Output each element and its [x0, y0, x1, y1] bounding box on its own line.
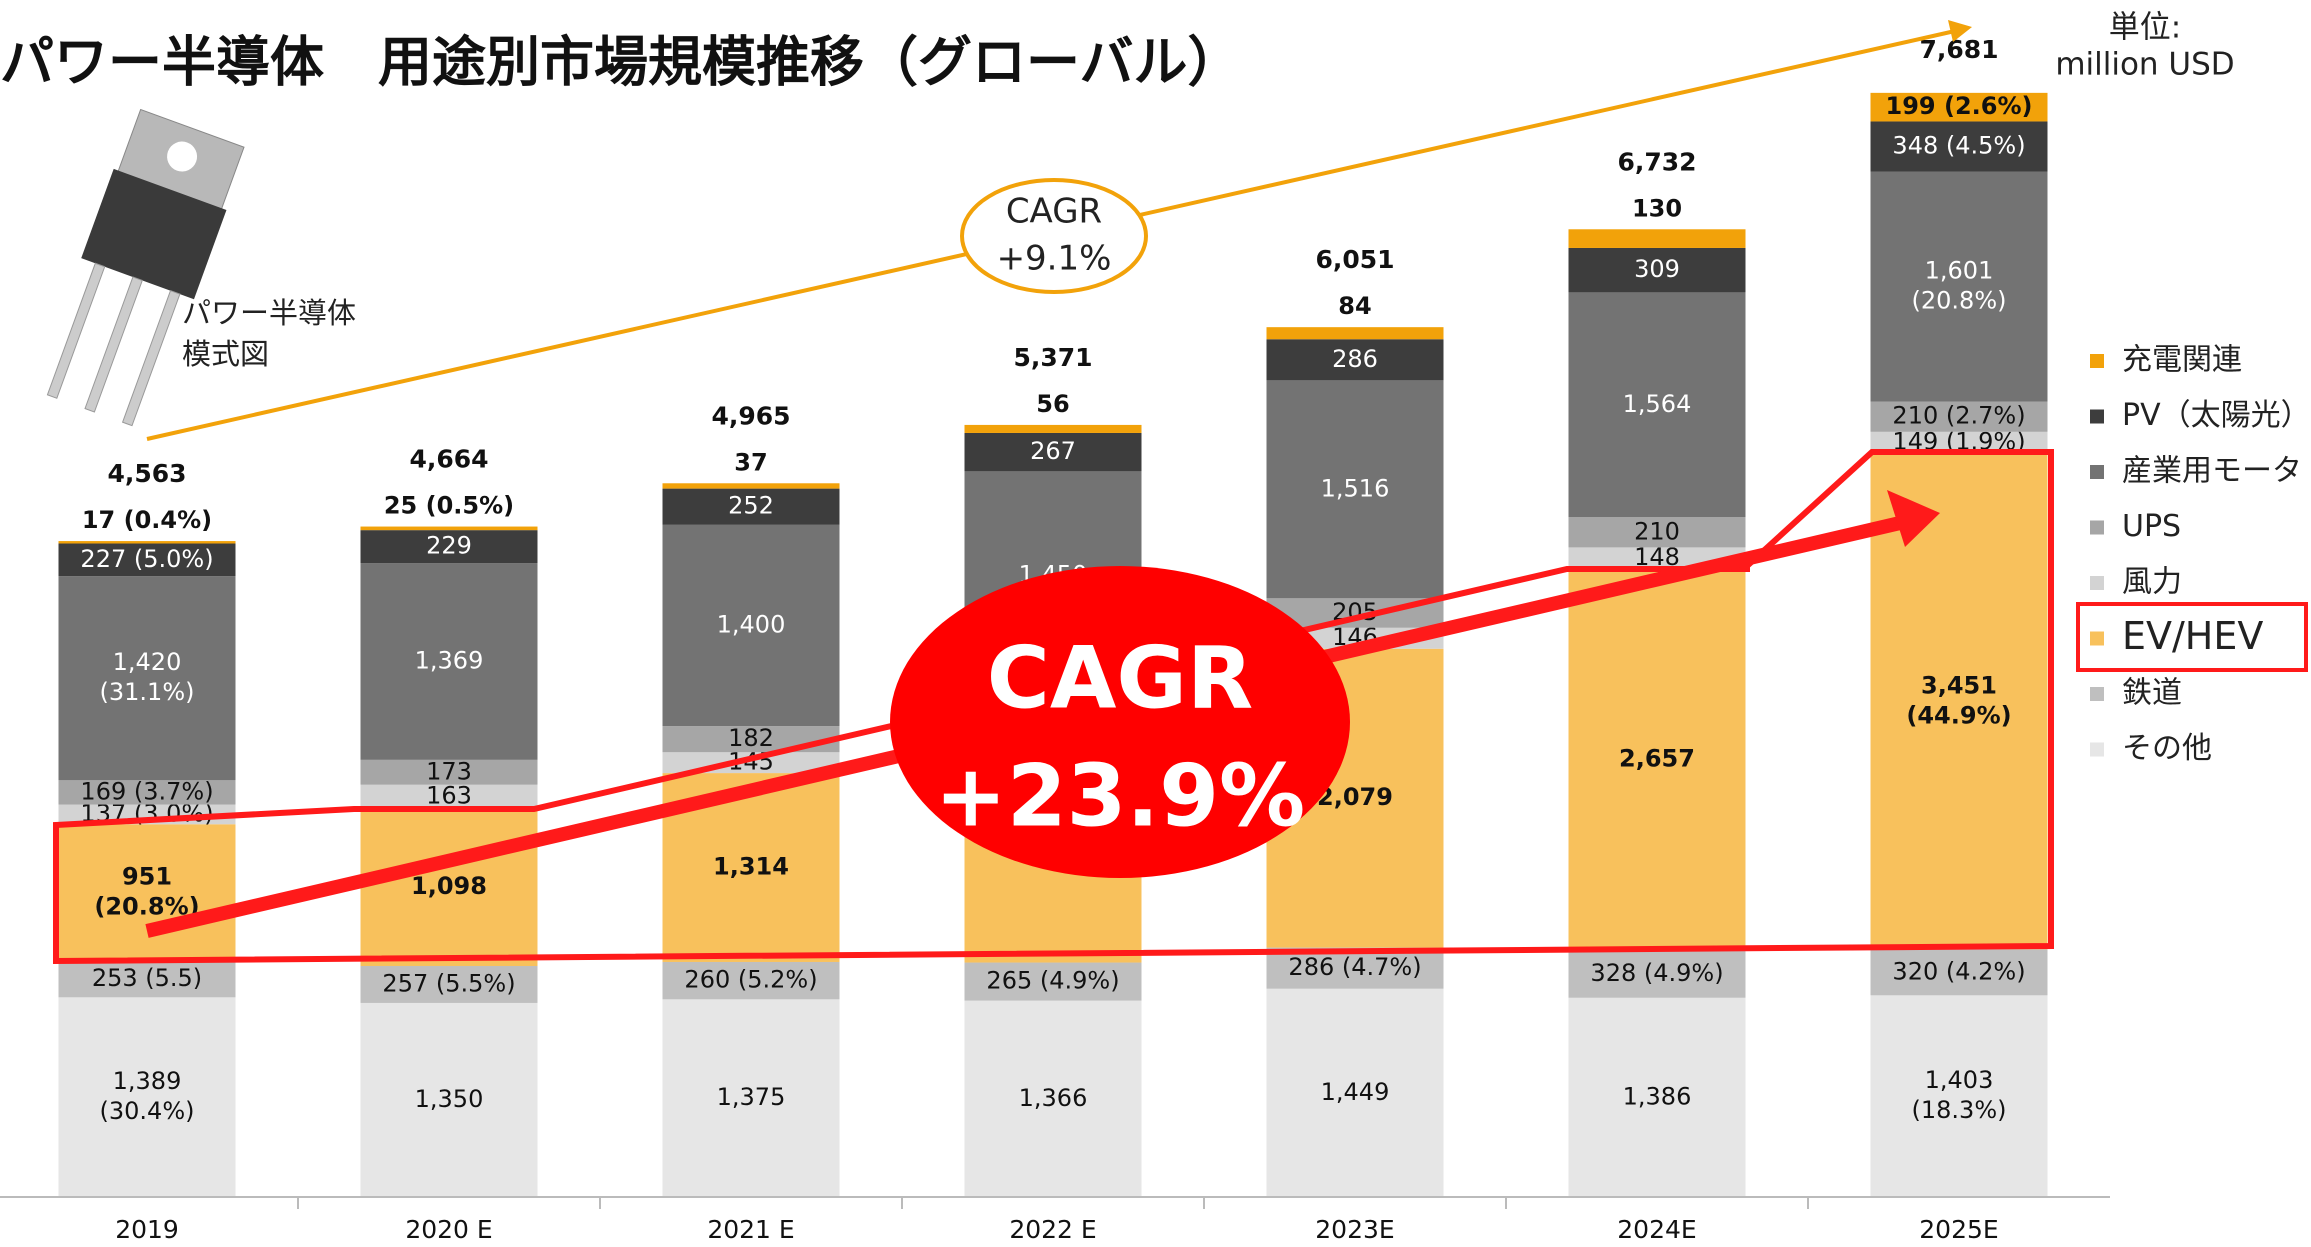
chart: パワー半導体 用途別市場規模推移（グローバル） 単位: million USD …: [0, 0, 2311, 1247]
value-label: 210 (2.7%): [1892, 402, 2025, 430]
legend-swatch: [2090, 576, 2104, 590]
value-label: 182: [728, 724, 774, 752]
value-label: 163: [426, 781, 472, 809]
value-label: 17 (0.4%): [82, 506, 212, 534]
value-label: 257 (5.5%): [382, 969, 515, 997]
bar-segment: [361, 527, 538, 531]
total-label: 6,732: [1617, 147, 1696, 176]
x-tick-label: 2024E: [1617, 1215, 1696, 1244]
value-label: 1,516: [1321, 474, 1390, 502]
bar-segment: [663, 483, 840, 488]
legend-swatch: [2090, 743, 2104, 757]
legend-swatch: [2090, 354, 2104, 368]
cagr-text: +23.9%: [935, 746, 1305, 846]
value-label: 320 (4.2%): [1892, 957, 2025, 985]
value-label: 199 (2.6%): [1886, 92, 2033, 120]
x-tick-label: 2021 E: [707, 1215, 794, 1244]
unit-label: 単位:: [2109, 10, 2181, 46]
value-label: 265 (4.9%): [986, 967, 1119, 995]
value-label: 173: [426, 757, 472, 785]
bar-segment: [1267, 327, 1444, 339]
value-label: 1,366: [1019, 1084, 1088, 1112]
value-label: 229: [426, 532, 472, 560]
value-label: 37: [734, 448, 767, 476]
x-tick-label: 2023E: [1315, 1215, 1394, 1244]
value-label: 253 (5.5): [92, 964, 202, 992]
value-label: 286: [1332, 345, 1378, 373]
legend-label: 産業用モータ: [2122, 454, 2302, 489]
x-tick-label: 2019: [115, 1215, 179, 1244]
value-label: 260 (5.2%): [684, 966, 817, 994]
value-label: 2,657: [1619, 745, 1695, 773]
legend-label: 充電関連: [2122, 343, 2242, 378]
value-label: 1,449: [1321, 1078, 1390, 1106]
cagr-text: CAGR: [987, 628, 1253, 728]
value-label: 1,350: [415, 1085, 484, 1113]
bar-segment: [1569, 229, 1746, 248]
legend-label: その他: [2122, 731, 2212, 766]
legend-swatch: [2090, 521, 2104, 535]
cagr-text: CAGR: [1006, 192, 1102, 232]
x-tick-label: 2022 E: [1009, 1215, 1096, 1244]
total-label: 6,051: [1315, 245, 1394, 274]
value-label: 286 (4.7%): [1288, 953, 1421, 981]
value-label: 1,375: [717, 1083, 786, 1111]
value-label: 25 (0.5%): [384, 492, 514, 520]
transistor-icon: [33, 108, 248, 431]
value-label: 210: [1634, 517, 1680, 545]
value-label: 267: [1030, 437, 1076, 465]
icon-caption: 模式図: [182, 337, 269, 371]
value-label: 328 (4.9%): [1590, 959, 1723, 987]
total-label: 7,681: [1919, 35, 1998, 64]
total-label: 4,965: [711, 401, 790, 430]
x-tick-label: 2025E: [1919, 1215, 1998, 1244]
value-label: 1,314: [713, 853, 789, 881]
legend-label: PV（太陽光）: [2122, 398, 2311, 433]
value-label: 227 (5.0%): [80, 545, 213, 573]
legend-swatch: [2090, 410, 2104, 424]
total-label: 4,664: [409, 445, 488, 474]
legend-swatch: [2090, 687, 2104, 701]
icon-caption: パワー半導体: [182, 296, 356, 330]
value-label: 1,369: [415, 646, 484, 674]
value-label: 1,386: [1623, 1082, 1692, 1110]
total-label: 4,563: [107, 459, 186, 488]
value-label: 56: [1036, 390, 1069, 418]
value-label: 130: [1632, 194, 1682, 222]
cagr-text: +9.1%: [997, 239, 1112, 279]
value-label: 1,564: [1623, 390, 1692, 418]
legend-label: UPS: [2122, 509, 2181, 544]
legend-swatch: [2090, 465, 2104, 479]
legend-swatch: [2090, 632, 2104, 646]
unit-label: million USD: [2055, 47, 2234, 83]
value-label: 252: [728, 492, 774, 520]
value-label: 309: [1634, 255, 1680, 283]
chart-title: パワー半導体 用途別市場規模推移（グローバル）: [0, 31, 1241, 94]
bar-segment: [965, 425, 1142, 433]
value-label: 169 (3.7%): [80, 777, 213, 805]
legend-label: 風力: [2122, 565, 2182, 600]
total-label: 5,371: [1013, 343, 1092, 372]
bar-segment: [59, 541, 236, 543]
legend-label: 鉄道: [2122, 676, 2182, 711]
value-label: 348 (4.5%): [1892, 131, 2025, 159]
legend-label: EV/HEV: [2122, 614, 2263, 658]
x-tick-label: 2020 E: [405, 1215, 492, 1244]
legend: その他 鉄道 EV/HEV 風力 UPS 産業用モータ PV（太陽光） 充電関連: [2090, 343, 2311, 767]
value-label: 1,098: [411, 872, 487, 900]
value-label: 1,400: [717, 610, 786, 638]
value-label: 84: [1338, 292, 1371, 320]
